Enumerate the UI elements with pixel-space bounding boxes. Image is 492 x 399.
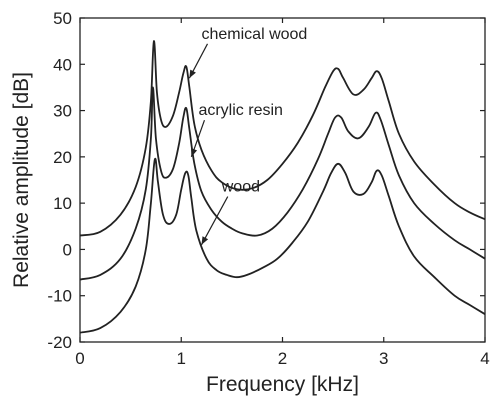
y-tick-label: 20 [53, 148, 72, 167]
y-tick-label: 10 [53, 194, 72, 213]
y-tick-label: 50 [53, 9, 72, 28]
series-line-wood [79, 157, 486, 334]
y-tick-label: 40 [53, 55, 72, 74]
x-tick-label: 2 [278, 349, 287, 368]
y-tick-label: -20 [47, 333, 72, 352]
series-line-acrylic-resin [79, 86, 486, 281]
y-axis-label: Relative amplitude [dB] [10, 72, 33, 288]
annotation-label: chemical wood [202, 26, 308, 43]
y-tick-label: -10 [47, 287, 72, 306]
x-tick-label: 1 [177, 349, 186, 368]
x-tick-label: 0 [75, 349, 84, 368]
series-line-chemical-wood [79, 40, 486, 237]
y-tick-label: 0 [63, 240, 72, 259]
annotation-label: acrylic resin [198, 102, 282, 119]
x-tick-label: 3 [379, 349, 388, 368]
plot-area-border [79, 17, 486, 343]
x-axis-ticks: 0 1 2 3 4 [75, 18, 490, 368]
plot-frame [79, 17, 486, 343]
annotation-arrow-head [191, 148, 198, 157]
y-axis-ticks: -20 -10 0 10 20 30 40 50 [47, 9, 485, 352]
series-lines [79, 40, 486, 334]
x-axis-label: Frequency [kHz] [206, 373, 359, 396]
annotation-label: wood [221, 179, 260, 196]
annotation-arrow-head [201, 236, 209, 245]
annotation-arrow-line [200, 196, 229, 246]
annotations: chemical wood acrylic resin wood [188, 26, 308, 246]
annotation-arrow-head [189, 69, 196, 79]
y-tick-label: 30 [53, 102, 72, 121]
x-tick-label: 4 [480, 349, 489, 368]
